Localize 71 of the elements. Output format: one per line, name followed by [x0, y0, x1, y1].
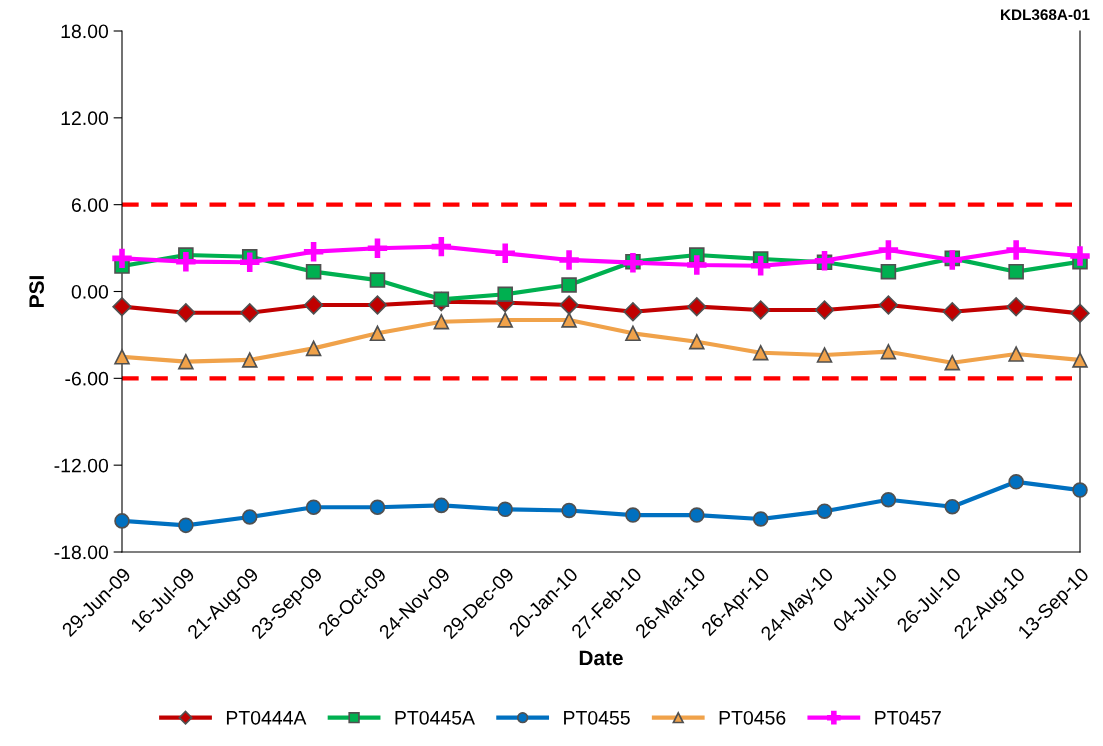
y-tick-label: 6.00 — [71, 198, 109, 212]
legend-label: PT0444A — [226, 710, 307, 725]
point — [1072, 352, 1088, 368]
point — [1006, 297, 1026, 317]
point — [1008, 263, 1024, 280]
point — [176, 303, 196, 323]
point — [878, 295, 899, 315]
point — [942, 302, 962, 322]
point — [433, 313, 450, 330]
point — [559, 295, 579, 315]
point — [816, 347, 833, 363]
y-tick-label: -18.00 — [54, 545, 109, 560]
x-axis-title: Date — [579, 650, 623, 666]
point — [1070, 303, 1090, 324]
point — [944, 354, 961, 371]
legend-label: PT0455 — [564, 710, 630, 725]
point — [1008, 474, 1024, 490]
y-tick-label: -6.00 — [65, 371, 109, 386]
point — [689, 507, 705, 523]
point — [241, 352, 258, 368]
point — [178, 353, 194, 370]
point — [433, 497, 450, 514]
point — [112, 297, 132, 317]
point — [561, 502, 577, 519]
point — [369, 272, 386, 288]
point — [497, 312, 513, 328]
point — [814, 300, 835, 320]
y-tick-label: 0.00 — [71, 284, 109, 299]
point — [687, 297, 707, 317]
point — [750, 300, 771, 320]
point — [1003, 237, 1029, 263]
point — [1072, 482, 1088, 498]
point — [369, 499, 386, 516]
point — [625, 325, 641, 342]
point — [1008, 346, 1024, 362]
point — [556, 247, 582, 273]
legend-label: PT0456 — [719, 710, 786, 725]
point — [625, 507, 641, 523]
point — [305, 263, 322, 280]
text: KDL368A-01 — [1001, 9, 1090, 21]
point — [880, 491, 897, 508]
point — [752, 344, 769, 361]
y-tick-label: 18.00 — [61, 24, 109, 39]
point — [497, 286, 513, 303]
legend-label: PT0457 — [875, 710, 941, 725]
point — [305, 340, 322, 357]
point — [114, 513, 130, 529]
point — [367, 295, 388, 315]
y-tick-label: -12.00 — [54, 458, 109, 473]
point — [684, 252, 710, 278]
point — [816, 503, 833, 519]
point — [240, 303, 260, 323]
y-tick-label: 12.00 — [61, 111, 109, 126]
point — [944, 498, 961, 515]
point — [114, 348, 130, 365]
point — [880, 263, 897, 280]
point — [178, 517, 194, 534]
point — [623, 302, 643, 322]
point — [241, 509, 258, 525]
point — [880, 343, 897, 360]
point — [305, 499, 322, 516]
point — [1067, 243, 1093, 269]
point — [752, 511, 769, 527]
y-axis-title: PSI — [29, 276, 44, 307]
point — [689, 333, 705, 350]
point — [497, 501, 513, 518]
point — [561, 277, 577, 293]
point — [303, 295, 324, 315]
point — [369, 325, 386, 342]
point — [561, 312, 577, 328]
legend-label: PT0445A — [395, 710, 475, 725]
